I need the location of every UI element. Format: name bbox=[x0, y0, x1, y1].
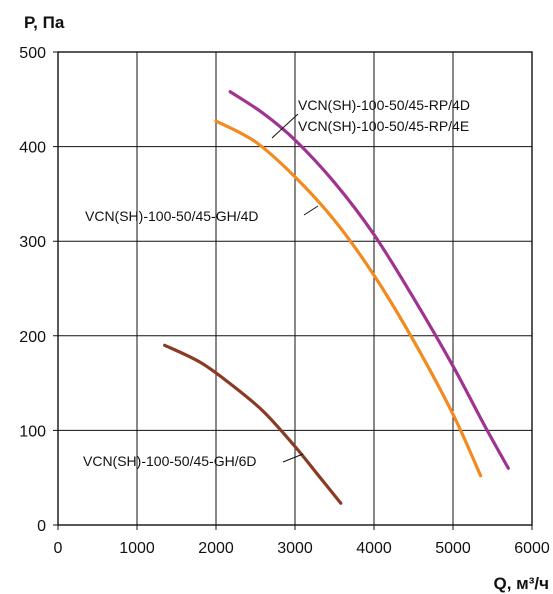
x-tick-label-4000: 4000 bbox=[356, 540, 392, 557]
leader-rp bbox=[271, 113, 299, 139]
y-tick-label-0: 0 bbox=[37, 518, 46, 535]
y-axis-title: P, Па bbox=[24, 13, 65, 32]
y-tick-label-200: 200 bbox=[19, 329, 46, 346]
y-tick-label-100: 100 bbox=[19, 423, 46, 440]
x-tick-label-6000: 6000 bbox=[514, 540, 550, 557]
curves bbox=[163, 90, 510, 505]
tick-labels: 0 1000 2000 3000 4000 5000 6000 0 100 200 300 400 50… bbox=[19, 45, 550, 557]
x-tick-label-0: 0 bbox=[54, 540, 63, 557]
series-labels: VCN(SH)-100-50/45-RP/4D VCN(SH)-100-50/4… bbox=[83, 97, 470, 469]
y-tick-label-300: 300 bbox=[19, 234, 46, 251]
series-label-gh-4d: VCN(SH)-100-50/45-GH/4D bbox=[85, 208, 259, 224]
series-label-rp-4d: VCN(SH)-100-50/45-RP/4D bbox=[298, 97, 470, 113]
y-tick-label-400: 400 bbox=[19, 140, 46, 157]
leader-gh-4d bbox=[303, 205, 319, 216]
x-axis-title: Q, м³/ч bbox=[494, 574, 550, 593]
x-tick-label-1000: 1000 bbox=[119, 540, 155, 557]
x-tick-label-5000: 5000 bbox=[435, 540, 471, 557]
series-line-2 bbox=[214, 119, 483, 478]
x-tick-label-3000: 3000 bbox=[277, 540, 313, 557]
x-tick-label-2000: 2000 bbox=[198, 540, 234, 557]
y-tick-label-500: 500 bbox=[19, 45, 46, 62]
plot-frame bbox=[57, 51, 533, 526]
series-line-3 bbox=[163, 343, 343, 505]
series-label-rp-4e: VCN(SH)-100-50/45-RP/4E bbox=[298, 118, 469, 134]
series-line-0 bbox=[228, 90, 510, 470]
leader-gh-6d bbox=[282, 453, 304, 463]
series-label-gh-6d: VCN(SH)-100-50/45-GH/6D bbox=[83, 453, 257, 469]
